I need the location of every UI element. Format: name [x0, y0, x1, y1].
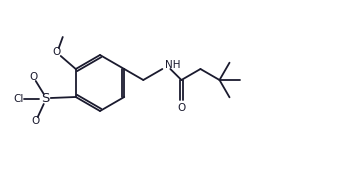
Text: O: O	[177, 103, 185, 113]
Text: NH: NH	[166, 60, 181, 70]
Text: O: O	[32, 116, 40, 126]
Text: O: O	[30, 72, 38, 82]
Text: O: O	[53, 47, 61, 57]
Text: S: S	[42, 93, 50, 106]
Text: Cl: Cl	[13, 94, 24, 104]
